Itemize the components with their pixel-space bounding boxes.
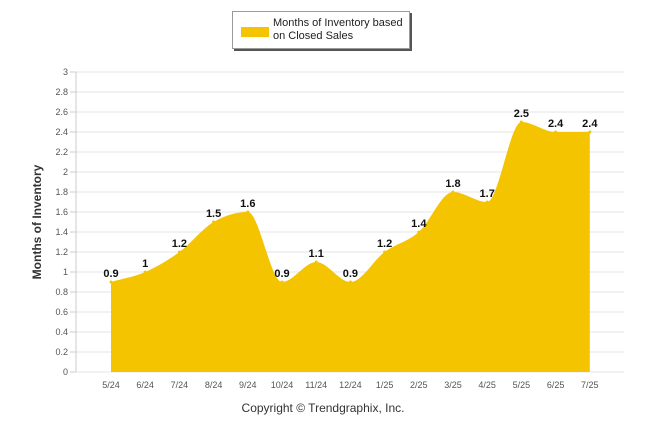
x-tick-label: 5/24 <box>102 380 120 390</box>
legend-label: Months of Inventory based on Closed Sale… <box>273 17 403 42</box>
chart-legend: Months of Inventory based on Closed Sale… <box>232 11 410 49</box>
x-tick-label: 12/24 <box>339 380 362 390</box>
data-point <box>485 200 489 204</box>
y-tick-label: 1.4 <box>55 227 68 237</box>
y-axis-ticks: 0 0.2 0.4 0.6 0.8 1 1.2 1.4 1.6 1.8 2 2.2 2.4 2.6 2.8 3 <box>55 67 77 377</box>
data-point <box>348 280 352 284</box>
y-tick-label: 0.6 <box>55 307 68 317</box>
data-point <box>280 280 284 284</box>
data-label: 1.7 <box>480 188 495 200</box>
x-tick-label: 3/25 <box>444 380 462 390</box>
data-point <box>417 230 421 234</box>
x-axis-ticks: 5/24 6/24 7/24 8/24 9/24 10/24 11/24 12/24 1/25 2… <box>102 380 598 390</box>
y-tick-label: 0 <box>63 367 68 377</box>
x-tick-label: 6/24 <box>136 380 154 390</box>
data-label: 0.9 <box>343 268 358 280</box>
x-tick-label: 10/24 <box>271 380 294 390</box>
data-label: 1.5 <box>206 208 221 220</box>
x-tick-label: 2/25 <box>410 380 428 390</box>
data-point <box>212 220 216 224</box>
data-point <box>554 130 558 134</box>
data-labels: 0.9 1 1.2 1.5 1.6 0.9 1.1 0.9 1.2 1.4 1.8 1.7 2.5 2.4… <box>103 108 598 280</box>
x-tick-label: 4/25 <box>478 380 496 390</box>
y-tick-label: 3 <box>63 67 68 77</box>
data-label: 0.9 <box>274 268 289 280</box>
x-tick-label: 9/24 <box>239 380 257 390</box>
copyright-text: Copyright © Trendgraphix, Inc. <box>241 401 405 415</box>
x-tick-label: 5/25 <box>513 380 531 390</box>
y-tick-label: 2.8 <box>55 87 68 97</box>
x-tick-label: 7/25 <box>581 380 599 390</box>
data-point <box>588 130 592 134</box>
data-label: 1.6 <box>240 198 255 210</box>
data-point <box>451 190 455 194</box>
data-points <box>109 120 592 284</box>
y-tick-label: 1.2 <box>55 247 68 257</box>
y-tick-label: 0.8 <box>55 287 68 297</box>
data-label: 1.4 <box>411 218 427 230</box>
y-tick-label: 1.8 <box>55 187 68 197</box>
y-tick-label: 2 <box>63 167 68 177</box>
data-label: 1.2 <box>172 238 187 250</box>
y-tick-label: 1.6 <box>55 207 68 217</box>
y-axis-title: Months of Inventory <box>30 164 44 279</box>
data-point <box>109 280 113 284</box>
x-tick-label: 11/24 <box>305 380 327 390</box>
data-label: 0.9 <box>103 268 118 280</box>
data-point <box>246 210 250 214</box>
y-tick-label: 2.2 <box>55 147 68 157</box>
data-point <box>143 270 147 274</box>
y-tick-label: 1 <box>63 267 68 277</box>
data-label: 2.5 <box>514 108 529 120</box>
y-tick-label: 2.4 <box>55 127 68 137</box>
data-label: 2.4 <box>548 118 564 130</box>
inventory-area <box>111 122 590 372</box>
series-area <box>111 122 590 372</box>
data-label: 1 <box>142 258 148 270</box>
data-point <box>314 260 318 264</box>
y-tick-label: 2.6 <box>55 107 68 117</box>
x-tick-label: 8/24 <box>205 380 223 390</box>
data-label: 1.8 <box>445 178 460 190</box>
data-point <box>383 250 387 254</box>
data-label: 1.1 <box>309 248 324 260</box>
x-tick-label: 1/25 <box>376 380 394 390</box>
data-point <box>177 250 181 254</box>
data-label: 1.2 <box>377 238 392 250</box>
legend-swatch <box>241 27 269 37</box>
data-label: 2.4 <box>582 118 598 130</box>
x-tick-label: 6/25 <box>547 380 565 390</box>
y-tick-label: 0.2 <box>55 347 68 357</box>
data-point <box>519 120 523 124</box>
x-tick-label: 7/24 <box>171 380 189 390</box>
y-tick-label: 0.4 <box>55 327 68 337</box>
